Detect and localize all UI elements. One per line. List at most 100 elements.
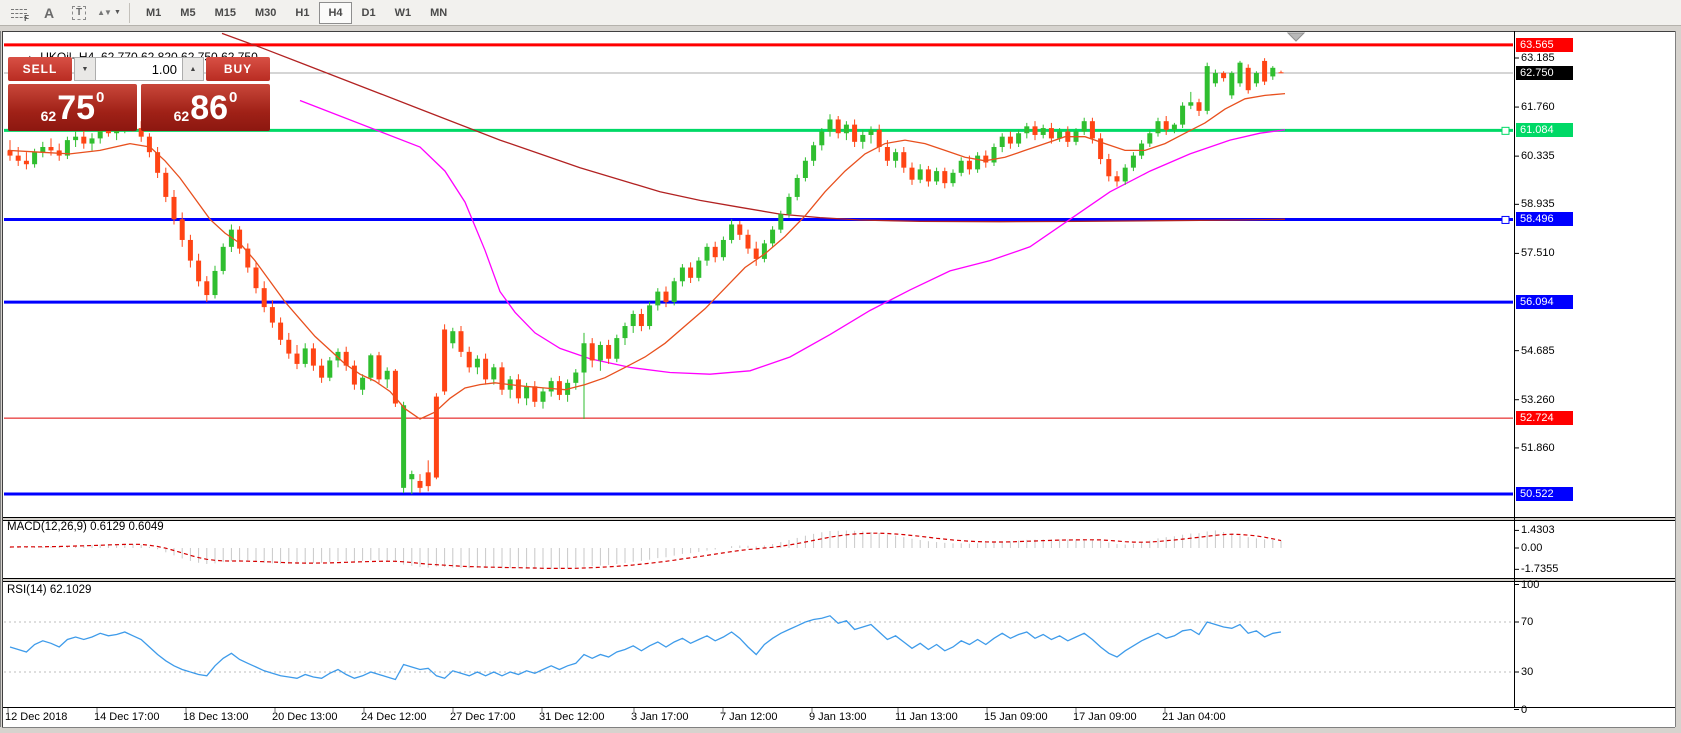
buy-price-button[interactable]: 62 86 0 bbox=[141, 84, 270, 131]
volume-up-button[interactable]: ▲ bbox=[182, 57, 204, 81]
timeframe-button-m15[interactable]: M15 bbox=[214, 6, 236, 19]
price-axis-label: 58.935 bbox=[1521, 198, 1555, 211]
macd-signal-line bbox=[9, 532, 1282, 569]
date-label: 18 Dec 13:00 bbox=[183, 711, 249, 723]
candle-body bbox=[351, 365, 357, 385]
price-axis-badge: 58.496 bbox=[1516, 212, 1573, 227]
price-axis-badge: 63.565 bbox=[1516, 37, 1573, 52]
candle-body bbox=[835, 119, 841, 134]
sell-price-button[interactable]: 62 75 0 bbox=[8, 84, 137, 131]
candle-body bbox=[958, 160, 964, 173]
candle-body bbox=[852, 124, 858, 142]
date-label: 15 Jan 09:00 bbox=[984, 711, 1048, 723]
candle-body bbox=[360, 377, 366, 390]
candle-body bbox=[515, 379, 521, 399]
candle-body bbox=[253, 267, 259, 289]
candle-body bbox=[925, 169, 931, 182]
arrows-tool-button[interactable]: ▲▼ ▼ bbox=[96, 2, 122, 24]
candle-body bbox=[15, 155, 21, 161]
candle-body bbox=[647, 305, 653, 327]
candle-body bbox=[942, 171, 948, 184]
candle-body bbox=[671, 281, 677, 302]
candle-body bbox=[1081, 121, 1087, 132]
candle-body bbox=[327, 360, 333, 378]
macd-axis-label: -1.7355 bbox=[1521, 563, 1559, 576]
text-tool-button[interactable]: T bbox=[66, 2, 92, 24]
rsi-axis-label: 0 bbox=[1521, 703, 1528, 716]
candle-body bbox=[1147, 133, 1153, 144]
candle-body bbox=[712, 246, 718, 258]
text-label-icon: A bbox=[43, 4, 55, 21]
candle-body bbox=[335, 351, 341, 361]
toolbar: F A T ▲▼ ▼ M1 M5 M15 M30 H1 H4 D1 W1 MN bbox=[0, 0, 1681, 26]
shift-marker-icon bbox=[1286, 32, 1306, 42]
timeframe-button-m1[interactable]: M1 bbox=[146, 6, 162, 19]
chevron-down-icon: ▼ bbox=[113, 9, 121, 16]
candle-body bbox=[999, 136, 1005, 148]
date-label: 17 Jan 09:00 bbox=[1073, 711, 1137, 723]
date-label: 27 Dec 17:00 bbox=[450, 711, 516, 723]
candle-body bbox=[679, 267, 685, 282]
candle-body bbox=[770, 229, 776, 244]
buy-button[interactable]: BUY bbox=[206, 57, 270, 81]
candle-body bbox=[204, 281, 210, 296]
volume-down-button[interactable]: ▼ bbox=[74, 57, 96, 81]
candle-body bbox=[606, 344, 612, 359]
timeframe-button-d1[interactable]: D1 bbox=[361, 6, 376, 19]
candle-body bbox=[540, 391, 546, 402]
fibonacci-tool-button[interactable]: F bbox=[6, 2, 32, 24]
timeframe-button-w1[interactable]: W1 bbox=[394, 6, 412, 19]
date-label: 31 Dec 12:00 bbox=[539, 711, 605, 723]
candle-body bbox=[23, 160, 29, 165]
candle-body bbox=[704, 246, 710, 261]
candle-body bbox=[901, 152, 907, 168]
candle-body bbox=[1278, 72, 1284, 74]
candle-body bbox=[1089, 121, 1095, 139]
price-axis-badge: 62.750 bbox=[1516, 65, 1573, 80]
timeframe-button-mn[interactable]: MN bbox=[430, 6, 448, 19]
candle-body bbox=[934, 171, 940, 182]
candle-body bbox=[1188, 102, 1194, 106]
candle-body bbox=[1180, 105, 1186, 125]
rsi-axis-label: 70 bbox=[1521, 616, 1534, 628]
candle-body bbox=[950, 172, 956, 184]
timeframe-button-h1[interactable]: H1 bbox=[295, 6, 310, 19]
candle-body bbox=[1204, 66, 1210, 111]
chart-window-bg bbox=[2, 31, 1675, 727]
volume-input[interactable] bbox=[96, 57, 182, 81]
timeframe-button-m5[interactable]: M5 bbox=[180, 6, 196, 19]
candle-body bbox=[376, 355, 382, 380]
candle-body bbox=[179, 219, 185, 240]
candle-body bbox=[442, 329, 448, 392]
candle-body bbox=[392, 370, 398, 404]
candle-body bbox=[917, 169, 923, 180]
candle-body bbox=[433, 396, 439, 478]
candle-body bbox=[7, 150, 13, 156]
candle-body bbox=[794, 177, 800, 197]
candle-body bbox=[786, 196, 792, 215]
candle-body bbox=[1024, 126, 1030, 134]
fibonacci-icon: F bbox=[11, 6, 29, 23]
timeframe-button-m30[interactable]: M30 bbox=[254, 6, 277, 19]
candle-body bbox=[368, 355, 374, 378]
line-handle bbox=[1501, 215, 1510, 224]
date-label: 14 Dec 17:00 bbox=[94, 711, 160, 723]
candle-body bbox=[1016, 133, 1022, 144]
price-axis-badge: 50.522 bbox=[1516, 486, 1573, 501]
text-label-tool-button[interactable]: A bbox=[36, 2, 62, 24]
candle-body bbox=[73, 136, 79, 141]
candle-body bbox=[1229, 72, 1235, 96]
price-axis-label: 63.185 bbox=[1521, 52, 1555, 64]
candle-body bbox=[237, 229, 243, 249]
price-axis-label: 54.685 bbox=[1521, 344, 1555, 357]
line-handle bbox=[1501, 126, 1510, 135]
candle-body bbox=[589, 343, 595, 361]
candle-body bbox=[483, 358, 489, 380]
sell-button[interactable]: SELL bbox=[8, 57, 72, 81]
timeframe-button-h4[interactable]: H4 bbox=[319, 1, 352, 24]
candle-body bbox=[343, 351, 349, 366]
macd-axis-label: 0.00 bbox=[1521, 542, 1543, 554]
candle-body bbox=[1106, 159, 1112, 177]
date-label: 11 Jan 13:00 bbox=[895, 711, 958, 723]
